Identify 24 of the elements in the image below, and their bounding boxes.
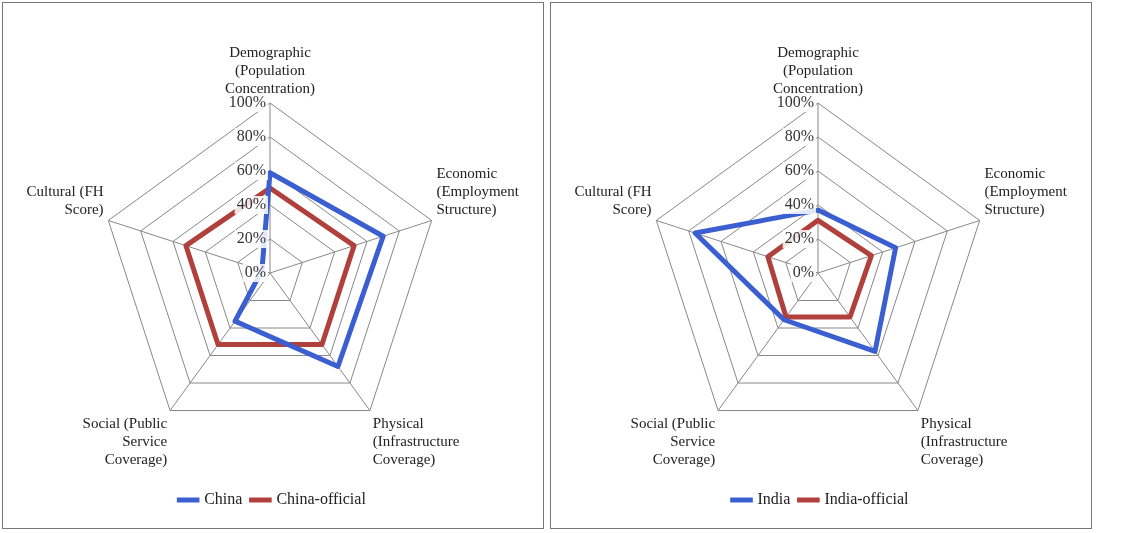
spoke-label: Social (Public Service Coverage) xyxy=(82,414,168,468)
y-tick-label: 20% xyxy=(784,229,814,247)
spoke-label: Economic (Employment Structure) xyxy=(984,164,1068,218)
legend-label: India-official xyxy=(824,490,910,508)
y-tick-label: 60% xyxy=(236,161,266,179)
y-tick-label: 100% xyxy=(228,93,266,111)
legend-label: India xyxy=(757,490,791,508)
spoke-label: Social (Public Service Coverage) xyxy=(630,414,716,468)
spoke-label: Physical (Infrastructure Coverage) xyxy=(372,414,460,468)
spoke-label: Economic (Employment Structure) xyxy=(436,164,520,218)
y-tick-label: 40% xyxy=(784,195,814,213)
y-tick-label: 100% xyxy=(776,93,814,111)
y-tick-label: 80% xyxy=(236,127,266,145)
y-tick-label: 80% xyxy=(784,127,814,145)
y-tick-label: 40% xyxy=(236,195,266,213)
spoke-label: Cultural (FH Score) xyxy=(574,182,652,218)
spoke-label: Cultural (FH Score) xyxy=(26,182,104,218)
y-tick-label: 0% xyxy=(244,263,266,281)
spoke-label: Physical (Infrastructure Coverage) xyxy=(920,414,1008,468)
y-tick-label: 60% xyxy=(784,161,814,179)
legend-label: China xyxy=(204,490,243,508)
y-tick-label: 20% xyxy=(236,229,266,247)
y-tick-label: 0% xyxy=(792,263,814,281)
legend-label: China-official xyxy=(276,490,367,508)
